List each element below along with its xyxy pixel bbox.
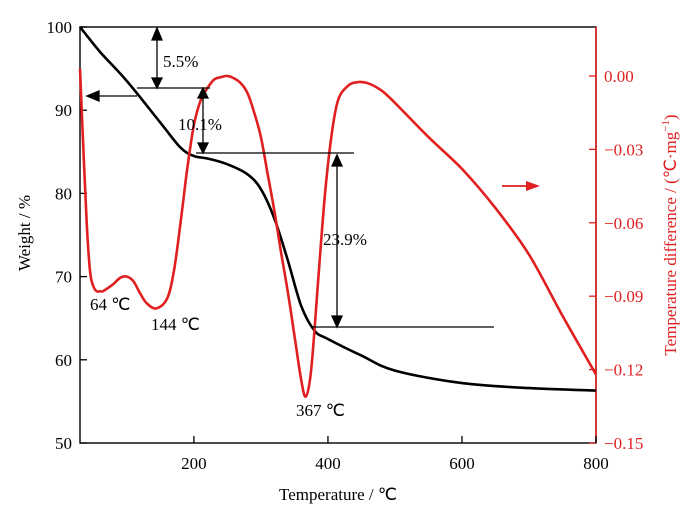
y2-axis-title: Temperature difference / (℃·mg−1) xyxy=(660,114,680,355)
y-axis-title: Weight / % xyxy=(15,195,34,271)
arrow-5-5-head-bottom xyxy=(150,77,164,90)
left-axis-pointer-head xyxy=(85,90,100,102)
annotation-367c: 367 ℃ xyxy=(296,401,345,420)
arrow-23-9-head-bottom xyxy=(330,315,344,329)
annotation-144c: 144 ℃ xyxy=(151,315,200,334)
y-tick-label: 90 xyxy=(55,101,72,120)
arrow-10-1-head-top xyxy=(196,86,210,99)
arrow-5-5-head-top xyxy=(151,26,163,41)
y2-tick-label: −0.03 xyxy=(604,140,643,159)
annotation-5-5: 5.5% xyxy=(163,52,198,71)
y-tick-label: 80 xyxy=(55,184,72,203)
annotation-markers xyxy=(85,26,494,329)
y2-tick-label: −0.12 xyxy=(604,361,643,380)
y-tick-label: 70 xyxy=(55,268,72,287)
y-tick-label: 100 xyxy=(47,18,73,37)
y-tick-label: 60 xyxy=(55,351,72,370)
x-tick-label: 600 xyxy=(449,454,475,473)
x-axis-title: Temperature / ℃ xyxy=(279,485,397,504)
right-axis-pointer xyxy=(502,181,540,191)
y2-axis-title-end: ) xyxy=(661,114,680,120)
y2-tick-label: −0.09 xyxy=(604,287,643,306)
arrow-23-9-head-top xyxy=(330,153,344,167)
y2-axis-title-main: Temperature difference / (℃·mg xyxy=(661,131,680,355)
y2-tick-label: −0.15 xyxy=(604,434,643,453)
left-axis-ticks: 50 60 70 80 90 100 xyxy=(47,18,87,453)
weight-series-line xyxy=(78,26,597,392)
right-axis-ticks: 0.00 −0.03 −0.06 −0.09 −0.12 −0.15 xyxy=(589,27,643,453)
right-axis-pointer-head xyxy=(526,181,540,191)
y2-axis-title-sup: −1 xyxy=(660,120,672,132)
arrow-10-1-head-bottom xyxy=(196,142,210,155)
y-tick-label: 50 xyxy=(55,434,72,453)
annotation-23-9: 23.9% xyxy=(323,230,367,249)
x-tick-label: 800 xyxy=(583,454,609,473)
x-axis-ticks: 200 400 600 800 xyxy=(181,436,609,473)
annotation-10-1: 10.1% xyxy=(178,115,222,134)
y2-tick-label: 0.00 xyxy=(604,67,634,86)
x-tick-label: 200 xyxy=(181,454,207,473)
dta-series-line xyxy=(78,68,598,398)
y2-tick-label: −0.06 xyxy=(604,214,643,233)
annotation-64c: 64 ℃ xyxy=(90,295,130,314)
x-tick-label: 400 xyxy=(315,454,341,473)
